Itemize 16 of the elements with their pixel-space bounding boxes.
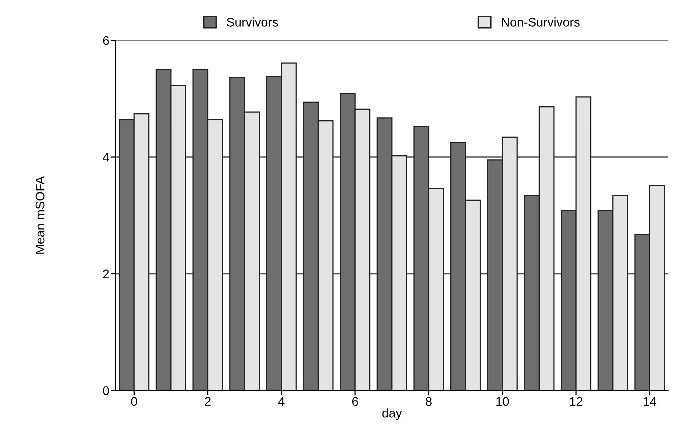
x-tick-label: 0: [131, 397, 138, 406]
x-tick-label: 8: [426, 397, 432, 406]
y-tick-label: 2: [103, 270, 110, 279]
legend-label: Non-Survivors: [502, 18, 580, 27]
y-axis-title: Mean mSOFA: [36, 176, 45, 254]
x-tick-label: 4: [278, 397, 285, 406]
x-tick-label: 10: [496, 397, 510, 406]
legend-label: Survivors: [227, 18, 278, 27]
x-tick-label: 14: [644, 397, 657, 406]
y-tick-label: 4: [103, 153, 110, 162]
y-tick-label: 0: [103, 386, 110, 396]
x-axis-title: day: [382, 408, 402, 420]
y-tick-label: 6: [103, 36, 110, 46]
x-tick-label: 6: [352, 397, 358, 406]
x-tick-label: 2: [205, 397, 211, 406]
x-tick-label: 12: [570, 397, 583, 406]
